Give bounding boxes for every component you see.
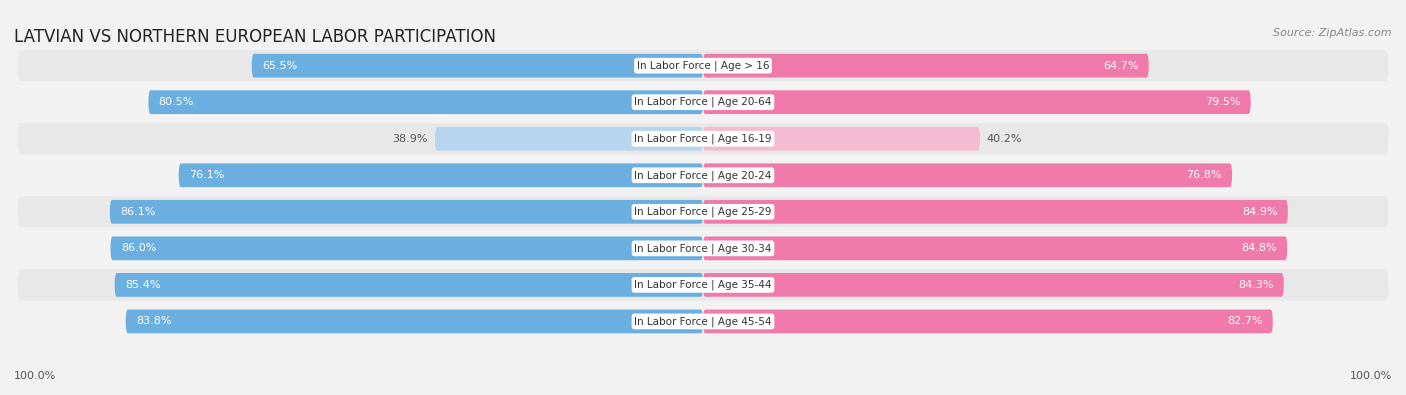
FancyBboxPatch shape (17, 123, 1389, 154)
FancyBboxPatch shape (703, 54, 1149, 77)
Text: 100.0%: 100.0% (14, 371, 56, 381)
FancyBboxPatch shape (252, 54, 703, 77)
Text: 79.5%: 79.5% (1205, 97, 1240, 107)
FancyBboxPatch shape (703, 200, 1288, 224)
FancyBboxPatch shape (434, 127, 703, 150)
Text: LATVIAN VS NORTHERN EUROPEAN LABOR PARTICIPATION: LATVIAN VS NORTHERN EUROPEAN LABOR PARTI… (14, 28, 496, 46)
FancyBboxPatch shape (110, 200, 703, 224)
FancyBboxPatch shape (703, 273, 1284, 297)
Text: 38.9%: 38.9% (392, 134, 427, 144)
FancyBboxPatch shape (17, 306, 1389, 337)
Text: In Labor Force | Age 16-19: In Labor Force | Age 16-19 (634, 134, 772, 144)
Text: 85.4%: 85.4% (125, 280, 160, 290)
FancyBboxPatch shape (115, 273, 703, 297)
FancyBboxPatch shape (17, 233, 1389, 264)
Text: In Labor Force | Age 20-64: In Labor Force | Age 20-64 (634, 97, 772, 107)
Text: In Labor Force | Age 25-29: In Labor Force | Age 25-29 (634, 207, 772, 217)
Text: Source: ZipAtlas.com: Source: ZipAtlas.com (1274, 28, 1392, 38)
Text: 40.2%: 40.2% (987, 134, 1022, 144)
FancyBboxPatch shape (17, 269, 1389, 301)
FancyBboxPatch shape (125, 310, 703, 333)
FancyBboxPatch shape (17, 87, 1389, 118)
FancyBboxPatch shape (703, 90, 1251, 114)
Text: 100.0%: 100.0% (1350, 371, 1392, 381)
FancyBboxPatch shape (149, 90, 703, 114)
Text: In Labor Force | Age 45-54: In Labor Force | Age 45-54 (634, 316, 772, 327)
Text: 84.9%: 84.9% (1241, 207, 1278, 217)
Text: 65.5%: 65.5% (262, 61, 297, 71)
Text: In Labor Force | Age 30-34: In Labor Force | Age 30-34 (634, 243, 772, 254)
FancyBboxPatch shape (17, 160, 1389, 191)
Text: 84.3%: 84.3% (1237, 280, 1274, 290)
FancyBboxPatch shape (703, 164, 1232, 187)
Text: 76.1%: 76.1% (188, 170, 225, 180)
Text: 86.1%: 86.1% (120, 207, 156, 217)
Text: In Labor Force | Age 35-44: In Labor Force | Age 35-44 (634, 280, 772, 290)
Text: 76.8%: 76.8% (1187, 170, 1222, 180)
Text: 64.7%: 64.7% (1102, 61, 1139, 71)
FancyBboxPatch shape (703, 237, 1288, 260)
FancyBboxPatch shape (111, 237, 703, 260)
Text: 84.8%: 84.8% (1241, 243, 1277, 253)
Text: In Labor Force | Age 20-24: In Labor Force | Age 20-24 (634, 170, 772, 181)
Text: 82.7%: 82.7% (1227, 316, 1263, 326)
Text: 80.5%: 80.5% (159, 97, 194, 107)
FancyBboxPatch shape (17, 50, 1389, 81)
Text: 86.0%: 86.0% (121, 243, 156, 253)
FancyBboxPatch shape (179, 164, 703, 187)
FancyBboxPatch shape (703, 127, 980, 150)
FancyBboxPatch shape (703, 310, 1272, 333)
Text: In Labor Force | Age > 16: In Labor Force | Age > 16 (637, 60, 769, 71)
Text: 83.8%: 83.8% (136, 316, 172, 326)
FancyBboxPatch shape (17, 196, 1389, 228)
Legend: Latvian, Northern European: Latvian, Northern European (574, 392, 832, 395)
